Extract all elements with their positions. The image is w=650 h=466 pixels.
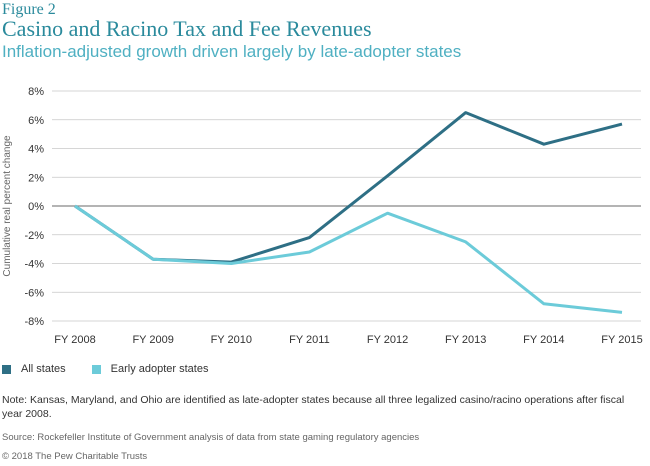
y-tick-label: -8% (24, 316, 44, 328)
line-chart: 8%6%4%2%0%-2%-4%-6%-8% FY 2008 FY 2009 FY … (2, 86, 643, 346)
y-tick-label: 4% (28, 144, 44, 156)
chart-title: Casino and Racino Tax and Fee Revenues (2, 16, 372, 41)
x-tick-label: FY 2014 (523, 334, 564, 346)
x-tick-label: FY 2008 (54, 334, 95, 346)
y-axis-label: Cumulative real percent change (2, 135, 13, 277)
legend-label-all-states: All states (21, 363, 66, 375)
x-tick-label: FY 2013 (445, 334, 486, 346)
legend: All states Early adopter states (2, 363, 234, 375)
chart-source: Source: Rockefeller Institute of Governm… (2, 432, 420, 443)
x-tick-label: FY 2009 (132, 334, 173, 346)
legend-item-all-states: All states (2, 363, 66, 375)
copyright: © 2018 The Pew Charitable Trusts (2, 451, 148, 462)
y-axis-ticks: 8% 6% 4% 2% 0% -2% -4% -6% -8% (24, 86, 44, 328)
x-tick-label: FY 2011 (289, 334, 330, 346)
series-line-early-adopter-states (74, 204, 623, 314)
legend-swatch-early-adopter-states (91, 364, 101, 374)
x-tick-label: FY 2012 (367, 334, 408, 346)
y-tick-label: 2% (28, 172, 44, 184)
y-tick-label: 6% (28, 115, 44, 127)
chart-note: Note: Kansas, Maryland, and Ohio are ide… (2, 394, 625, 420)
figure-label: Figure 2 (2, 1, 56, 18)
x-axis-ticks: FY 2008 FY 2009 FY 2010 FY 2011 FY 2012 FY 20… (54, 334, 642, 346)
legend-label-early-adopter-states: Early adopter states (110, 363, 209, 375)
legend-item-early-adopter-states: Early adopter states (91, 363, 209, 375)
legend-swatch-all-states (2, 364, 11, 374)
series-lines (74, 111, 623, 314)
x-tick-label: FY 2010 (211, 334, 252, 346)
y-tick-label: 0% (28, 201, 44, 213)
y-tick-label: 8% (28, 86, 44, 98)
x-tick-label: FY 2015 (601, 334, 642, 346)
y-tick-label: -4% (24, 259, 44, 271)
gridlines (52, 90, 641, 322)
series-line-all-states (74, 111, 623, 264)
y-tick-label: -2% (24, 230, 44, 242)
chart-subtitle: Inflation-adjusted growth driven largely… (2, 42, 462, 61)
y-tick-label: -6% (24, 287, 44, 299)
